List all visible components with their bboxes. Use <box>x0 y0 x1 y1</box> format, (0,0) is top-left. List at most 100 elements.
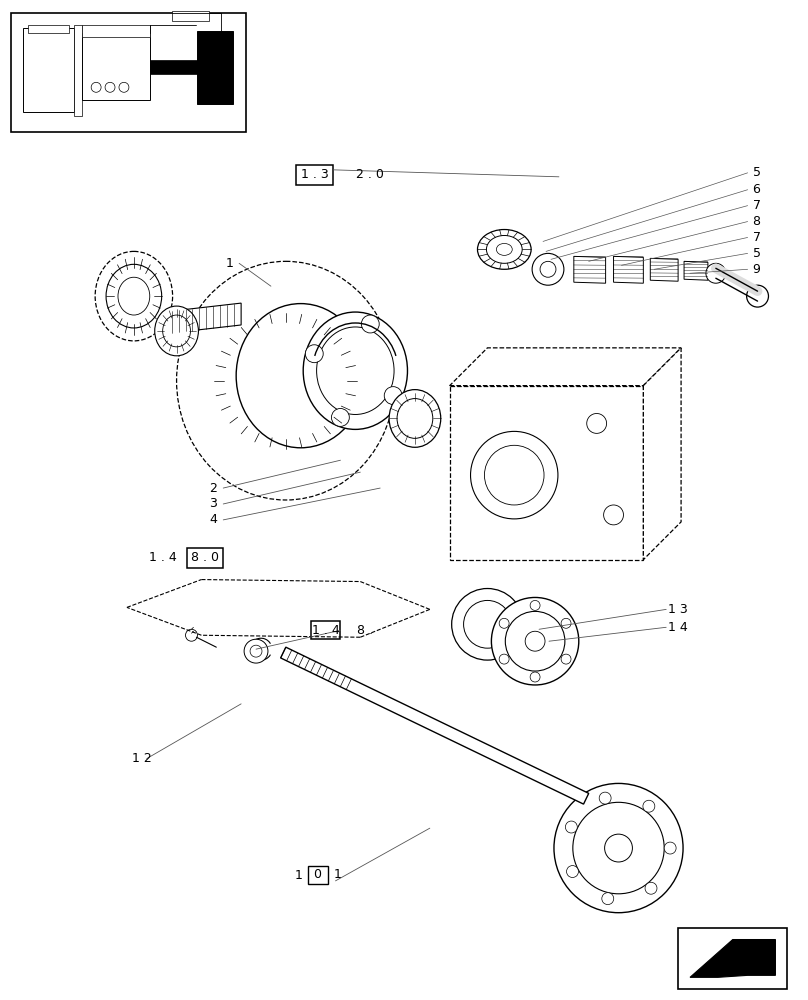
Ellipse shape <box>486 235 522 263</box>
Circle shape <box>561 654 571 664</box>
Circle shape <box>604 505 624 525</box>
Text: 1 . 4: 1 . 4 <box>312 624 339 637</box>
Circle shape <box>499 618 509 628</box>
Polygon shape <box>171 303 241 333</box>
Bar <box>74 25 82 116</box>
Text: 1: 1 <box>295 869 303 882</box>
Circle shape <box>491 597 579 685</box>
Ellipse shape <box>162 315 191 347</box>
Circle shape <box>505 611 565 671</box>
Circle shape <box>643 800 654 812</box>
Text: 5: 5 <box>752 166 760 179</box>
Polygon shape <box>684 261 708 280</box>
Circle shape <box>554 783 683 913</box>
Bar <box>82 25 149 37</box>
Text: 2 . 0: 2 . 0 <box>356 168 384 181</box>
Text: 1: 1 <box>334 868 342 881</box>
Ellipse shape <box>478 230 531 269</box>
Text: 1 4: 1 4 <box>668 621 688 634</box>
Text: 8 .: 8 . <box>357 624 373 637</box>
Circle shape <box>331 408 349 426</box>
Circle shape <box>361 315 379 333</box>
Text: 4: 4 <box>209 513 217 526</box>
Circle shape <box>664 842 676 854</box>
Ellipse shape <box>397 399 433 438</box>
Text: 1 3: 1 3 <box>668 603 688 616</box>
Ellipse shape <box>118 277 149 315</box>
Text: 9: 9 <box>752 263 760 276</box>
Polygon shape <box>650 258 678 281</box>
Polygon shape <box>450 348 681 386</box>
Bar <box>23 28 74 112</box>
Polygon shape <box>450 386 643 560</box>
Circle shape <box>485 445 544 505</box>
Circle shape <box>573 802 664 894</box>
Polygon shape <box>690 940 776 977</box>
Circle shape <box>244 639 268 663</box>
Bar <box>82 33 149 100</box>
Circle shape <box>587 413 607 433</box>
Bar <box>678 928 787 989</box>
Text: 1 . 4: 1 . 4 <box>149 551 176 564</box>
Bar <box>308 866 327 884</box>
Ellipse shape <box>389 390 440 447</box>
Circle shape <box>604 834 633 862</box>
Bar <box>296 165 334 185</box>
Text: 0: 0 <box>314 868 322 881</box>
Polygon shape <box>574 256 606 283</box>
Bar <box>149 60 201 74</box>
Circle shape <box>540 261 556 277</box>
Text: 2: 2 <box>209 482 217 495</box>
Circle shape <box>525 631 545 651</box>
Text: 1 . 3: 1 . 3 <box>301 168 329 181</box>
Bar <box>11 13 246 132</box>
Circle shape <box>452 589 523 660</box>
Ellipse shape <box>154 306 199 356</box>
Circle shape <box>470 431 558 519</box>
Circle shape <box>119 82 129 92</box>
Circle shape <box>706 263 726 283</box>
Circle shape <box>566 866 579 877</box>
Circle shape <box>645 882 657 894</box>
Circle shape <box>530 672 540 682</box>
Circle shape <box>91 82 101 92</box>
Circle shape <box>464 600 511 648</box>
Text: 6: 6 <box>752 183 760 196</box>
Text: 8 . 0: 8 . 0 <box>191 551 220 564</box>
Circle shape <box>385 387 402 405</box>
Text: 8: 8 <box>752 215 760 228</box>
Bar <box>171 11 209 21</box>
Text: 1: 1 <box>225 257 234 270</box>
Text: 7: 7 <box>752 199 760 212</box>
Ellipse shape <box>95 251 173 341</box>
Text: 5: 5 <box>752 247 760 260</box>
Circle shape <box>250 645 262 657</box>
Circle shape <box>530 600 540 610</box>
Bar <box>310 621 340 639</box>
Ellipse shape <box>303 312 407 429</box>
Ellipse shape <box>236 304 365 448</box>
Circle shape <box>305 345 323 363</box>
Polygon shape <box>613 256 643 283</box>
Ellipse shape <box>106 264 162 328</box>
Bar <box>27 25 69 33</box>
Text: 1 2: 1 2 <box>132 752 152 765</box>
Ellipse shape <box>177 261 395 500</box>
Circle shape <box>602 893 614 905</box>
Circle shape <box>561 618 571 628</box>
Text: 3: 3 <box>209 497 217 510</box>
Polygon shape <box>643 348 681 560</box>
Circle shape <box>532 253 564 285</box>
Ellipse shape <box>496 243 512 255</box>
Circle shape <box>566 821 577 833</box>
Circle shape <box>499 654 509 664</box>
Circle shape <box>747 285 768 307</box>
Circle shape <box>186 629 197 641</box>
Bar <box>187 548 223 568</box>
Circle shape <box>105 82 115 92</box>
Circle shape <box>600 792 611 804</box>
Text: 7: 7 <box>752 231 760 244</box>
Bar <box>197 31 234 104</box>
Polygon shape <box>280 647 589 804</box>
Ellipse shape <box>317 327 394 414</box>
